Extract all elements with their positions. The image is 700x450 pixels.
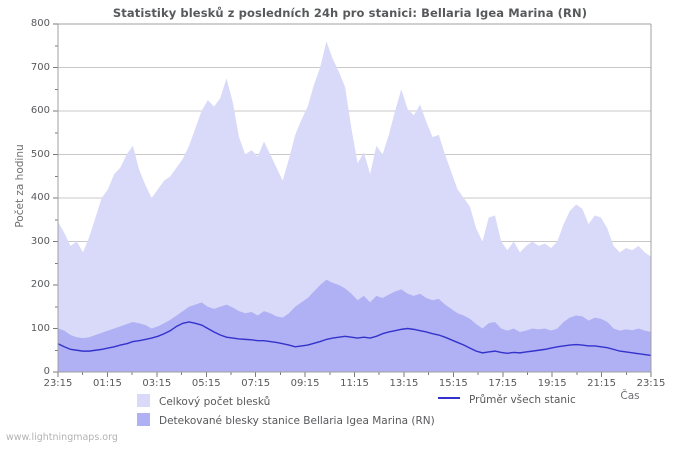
legend-label-station: Detekované blesky stanice Bellaria Igea … — [159, 415, 435, 427]
series-area — [58, 279, 651, 372]
y-axis-tick-label: 400 — [30, 192, 50, 203]
x-axis-tick-label: 23:15 — [636, 378, 666, 389]
x-axis-tick-label: 19:15 — [537, 378, 567, 389]
legend-item-average: Průměr všech stanic — [438, 394, 576, 406]
legend-item-total: Celkový počet blesků — [137, 394, 270, 408]
legend-line-average-icon — [438, 397, 460, 399]
series-area — [58, 41, 651, 373]
x-axis-title: Čas — [620, 390, 640, 402]
x-axis-tick-label: 03:15 — [142, 378, 172, 389]
x-axis-tick-label: 11:15 — [340, 378, 369, 389]
x-axis-tick-label: 17:15 — [488, 378, 518, 389]
y-axis-tick-label: 300 — [30, 235, 50, 247]
y-axis-tick-label: 600 — [30, 105, 50, 116]
y-axis-tick-label: 500 — [30, 148, 50, 160]
x-axis-tick-label: 21:15 — [587, 378, 616, 389]
legend-label-total: Celkový počet blesků — [159, 396, 271, 408]
x-axis-tick-label: 09:15 — [290, 378, 320, 389]
x-axis-tick-label: 15:15 — [438, 378, 468, 389]
x-axis-tick-label: 13:15 — [389, 378, 419, 389]
y-axis-tick-label: 200 — [30, 279, 50, 290]
y-axis-tick-label: 100 — [30, 322, 50, 334]
page-title: Statistiky blesků z posledních 24h pro s… — [112, 6, 588, 20]
x-axis-tick-label: 05:15 — [191, 378, 221, 389]
legend-item-station: Detekované blesky stanice Bellaria Igea … — [137, 413, 435, 427]
chart-legend: Celkový počet blesků Detekované blesky s… — [0, 391, 700, 431]
watermark: www.lightningmaps.org — [6, 432, 118, 443]
series-line — [57, 321, 652, 357]
plot-area — [53, 23, 652, 377]
x-axis-tick-label: 07:15 — [241, 378, 271, 389]
legend-swatch-station-icon — [137, 413, 150, 426]
x-axis-tick-label: 23:15 — [43, 378, 73, 389]
legend-swatch-total-icon — [137, 394, 150, 407]
legend-label-average: Průměr všech stanic — [469, 394, 576, 406]
y-axis-tick-label: 0 — [43, 366, 50, 377]
y-axis-tick-label: 800 — [30, 18, 50, 29]
x-axis-tick-label: 01:15 — [92, 378, 122, 389]
y-axis-tick-label: 700 — [30, 61, 50, 73]
